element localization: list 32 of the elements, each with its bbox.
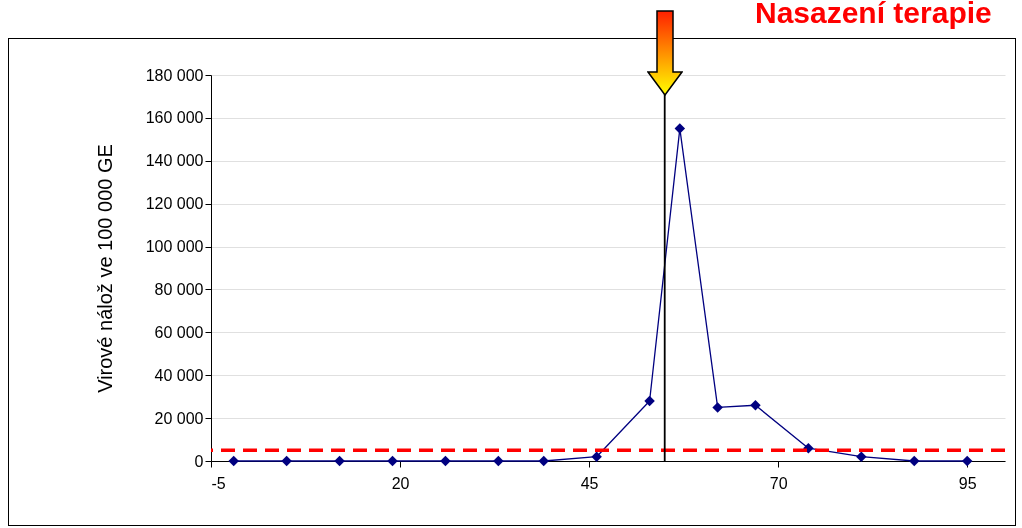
y-tick-label: 100 000 [145, 238, 204, 256]
y-tick-label: 160 000 [145, 109, 204, 127]
y-tick-label: 140 000 [145, 152, 204, 170]
point [712, 402, 723, 413]
point [909, 455, 920, 467]
point [644, 395, 655, 407]
y-tick-label: 20 000 [154, 409, 204, 427]
point [538, 455, 549, 467]
x-tick-label: 45 [580, 474, 599, 492]
point [674, 123, 686, 134]
x-tick-label: 20 [391, 474, 410, 492]
x-tick-label: 95 [958, 474, 977, 492]
x-tick-label: -5 [211, 474, 226, 492]
point [856, 451, 867, 462]
point [591, 451, 602, 462]
chart-title: Nasazení terapie [754, 0, 992, 29]
point [387, 455, 398, 467]
point [750, 400, 761, 411]
x-tick-label: 70 [769, 474, 788, 492]
y-tick-label: 80 000 [154, 280, 204, 298]
point [961, 455, 973, 467]
y-tick-label: 180 000 [145, 66, 204, 84]
y-axis-title: Virové nálož ve 100 000 GE [93, 144, 116, 393]
y-tick-label: 40 000 [154, 366, 204, 384]
point [228, 455, 239, 467]
y-tick-label: 0 [194, 452, 204, 470]
point [440, 455, 451, 467]
point [281, 455, 292, 467]
y-tick-label: 120 000 [145, 195, 204, 213]
y-tick-label: 60 000 [154, 323, 204, 341]
point [493, 455, 504, 467]
point [334, 455, 345, 467]
